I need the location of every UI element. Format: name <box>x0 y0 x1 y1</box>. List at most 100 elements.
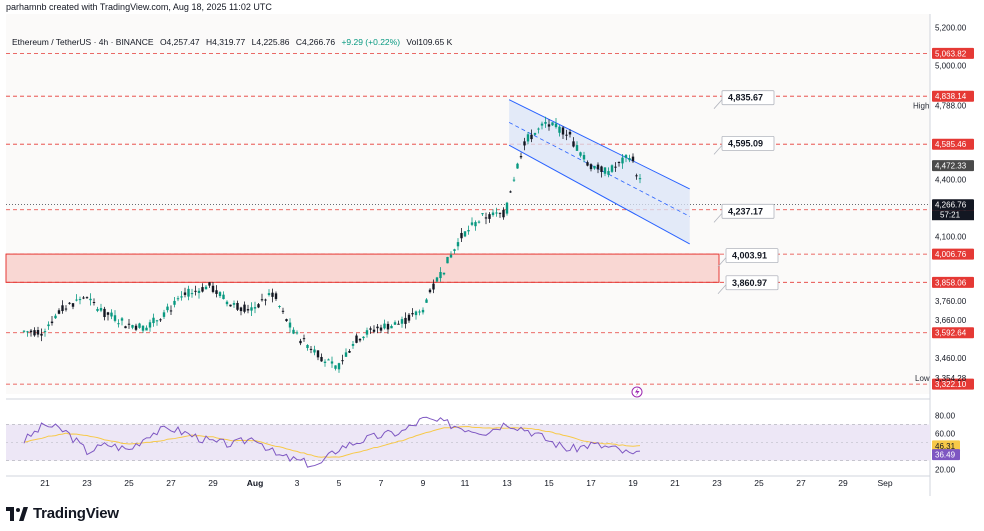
candle-body <box>64 308 68 310</box>
supply-demand-zone[interactable] <box>5 253 720 283</box>
annotation-box-2[interactable] <box>721 203 775 219</box>
channel-mid-line <box>508 122 690 217</box>
candle-body <box>299 340 302 344</box>
annotation-box-0[interactable] <box>721 90 775 106</box>
candle-body <box>82 297 85 299</box>
candle-body <box>169 310 173 312</box>
low-marker-price: 3,354.28 <box>935 374 967 383</box>
candle-body <box>418 311 421 313</box>
candle-body <box>379 327 383 331</box>
candle-body <box>250 307 253 311</box>
candle-body <box>281 310 285 312</box>
tradingview-logo[interactable]: TradingView <box>6 505 119 522</box>
candle-body <box>432 283 435 290</box>
candle-body <box>68 302 71 304</box>
candle-body <box>309 348 313 350</box>
candle-body <box>565 134 568 136</box>
candle-body <box>435 277 439 282</box>
channel-lower-line[interactable] <box>508 144 690 245</box>
candle-body <box>110 312 113 317</box>
candle-body <box>75 299 78 301</box>
x-tick-label-18: 27 <box>796 478 806 488</box>
candle-body <box>610 165 614 172</box>
x-tick-label-12: 15 <box>544 478 554 488</box>
candle-body <box>40 333 43 336</box>
legend-change: +9.29 (+0.22%) <box>341 37 401 47</box>
candle-body <box>470 222 474 225</box>
price-chart-svg[interactable]: 5,063.824,838.144,585.464,240.134,006.76… <box>0 14 984 498</box>
candle-body <box>575 145 579 151</box>
candle-body <box>624 155 628 158</box>
annotation-label-0: 4,835.67 <box>728 93 763 103</box>
candle-body <box>218 292 222 297</box>
candle-body <box>551 122 554 126</box>
candle-body <box>593 165 596 169</box>
annotation-label-4: 3,860.97 <box>732 278 767 288</box>
candle-body <box>617 161 621 163</box>
channel-upper-line[interactable] <box>508 99 690 190</box>
price-badge-text-1: 4,266.76 <box>935 201 967 210</box>
rsi-badge-text-0: 46.31 <box>935 442 956 451</box>
level-badge-7 <box>932 378 974 390</box>
level-badge-text-4: 4,006.76 <box>935 250 967 259</box>
candle-body <box>607 171 610 175</box>
legend-open: O4,257.47 <box>159 37 200 47</box>
candle-body <box>176 298 180 300</box>
level-badge-text-0: 5,063.82 <box>935 49 967 58</box>
price-badge-1 <box>932 199 974 211</box>
candle-body <box>414 311 418 316</box>
candle-body <box>313 349 316 353</box>
candle-body <box>257 304 260 308</box>
candle-body <box>320 356 323 362</box>
rsi-line <box>23 416 641 468</box>
candle-body <box>292 329 295 334</box>
x-tick-label-16: 23 <box>712 478 722 488</box>
x-tick-label-14: 19 <box>628 478 638 488</box>
candle-body <box>253 307 257 309</box>
level-badge-1 <box>932 90 974 102</box>
candle-body <box>61 305 64 312</box>
annotation-box-3[interactable] <box>725 248 779 264</box>
candle-body <box>446 256 449 264</box>
candle-body <box>117 323 120 325</box>
candle-body <box>386 323 390 330</box>
symbol-legend[interactable]: Ethereum / TetherUS · 4h · BINANCE O4,25… <box>12 37 456 47</box>
low-marker-label: Low <box>915 374 930 383</box>
candle-body <box>383 323 386 329</box>
candle-body <box>127 323 131 325</box>
annotation-box-1[interactable] <box>721 135 775 151</box>
level-badge-text-7: 3,322.10 <box>935 380 967 389</box>
x-tick-label-0: 21 <box>40 478 50 488</box>
brand-name: TradingView <box>33 505 119 522</box>
candle-body <box>453 249 456 251</box>
legend-close: C4,266.76 <box>295 37 336 47</box>
tradingview-logo-icon <box>6 506 28 521</box>
candle-body <box>211 285 215 292</box>
candle-body <box>155 320 159 322</box>
candle-body <box>99 308 103 311</box>
candle-body <box>138 323 141 328</box>
annotation-label-1: 4,595.09 <box>728 138 763 148</box>
descending-channel[interactable] <box>509 99 690 244</box>
candle-body <box>288 322 292 328</box>
candle-body <box>236 302 239 310</box>
x-tick-label-10: 11 <box>461 478 470 488</box>
candle-body <box>166 306 169 311</box>
y-tick-label-3: 4,400.00 <box>935 175 967 184</box>
candle-body <box>554 123 558 128</box>
candle-body <box>372 329 376 332</box>
candle-body <box>362 336 365 339</box>
candle-body <box>327 359 330 361</box>
candle-body <box>547 124 551 127</box>
candle-body <box>390 325 393 329</box>
annotation-box-4[interactable] <box>725 275 779 291</box>
chart-area[interactable]: 5,063.824,838.144,585.464,240.134,006.76… <box>0 14 984 498</box>
y-tick-label-4: 4,100.00 <box>935 232 967 241</box>
candle-body <box>596 164 600 170</box>
rsi-ma-line <box>23 426 641 458</box>
candle-body <box>477 221 481 223</box>
legend-low: L4,225.86 <box>251 37 290 47</box>
main-pane-background[interactable] <box>6 14 930 394</box>
candle-body <box>323 361 327 363</box>
x-tick-label-7: 5 <box>337 478 342 488</box>
